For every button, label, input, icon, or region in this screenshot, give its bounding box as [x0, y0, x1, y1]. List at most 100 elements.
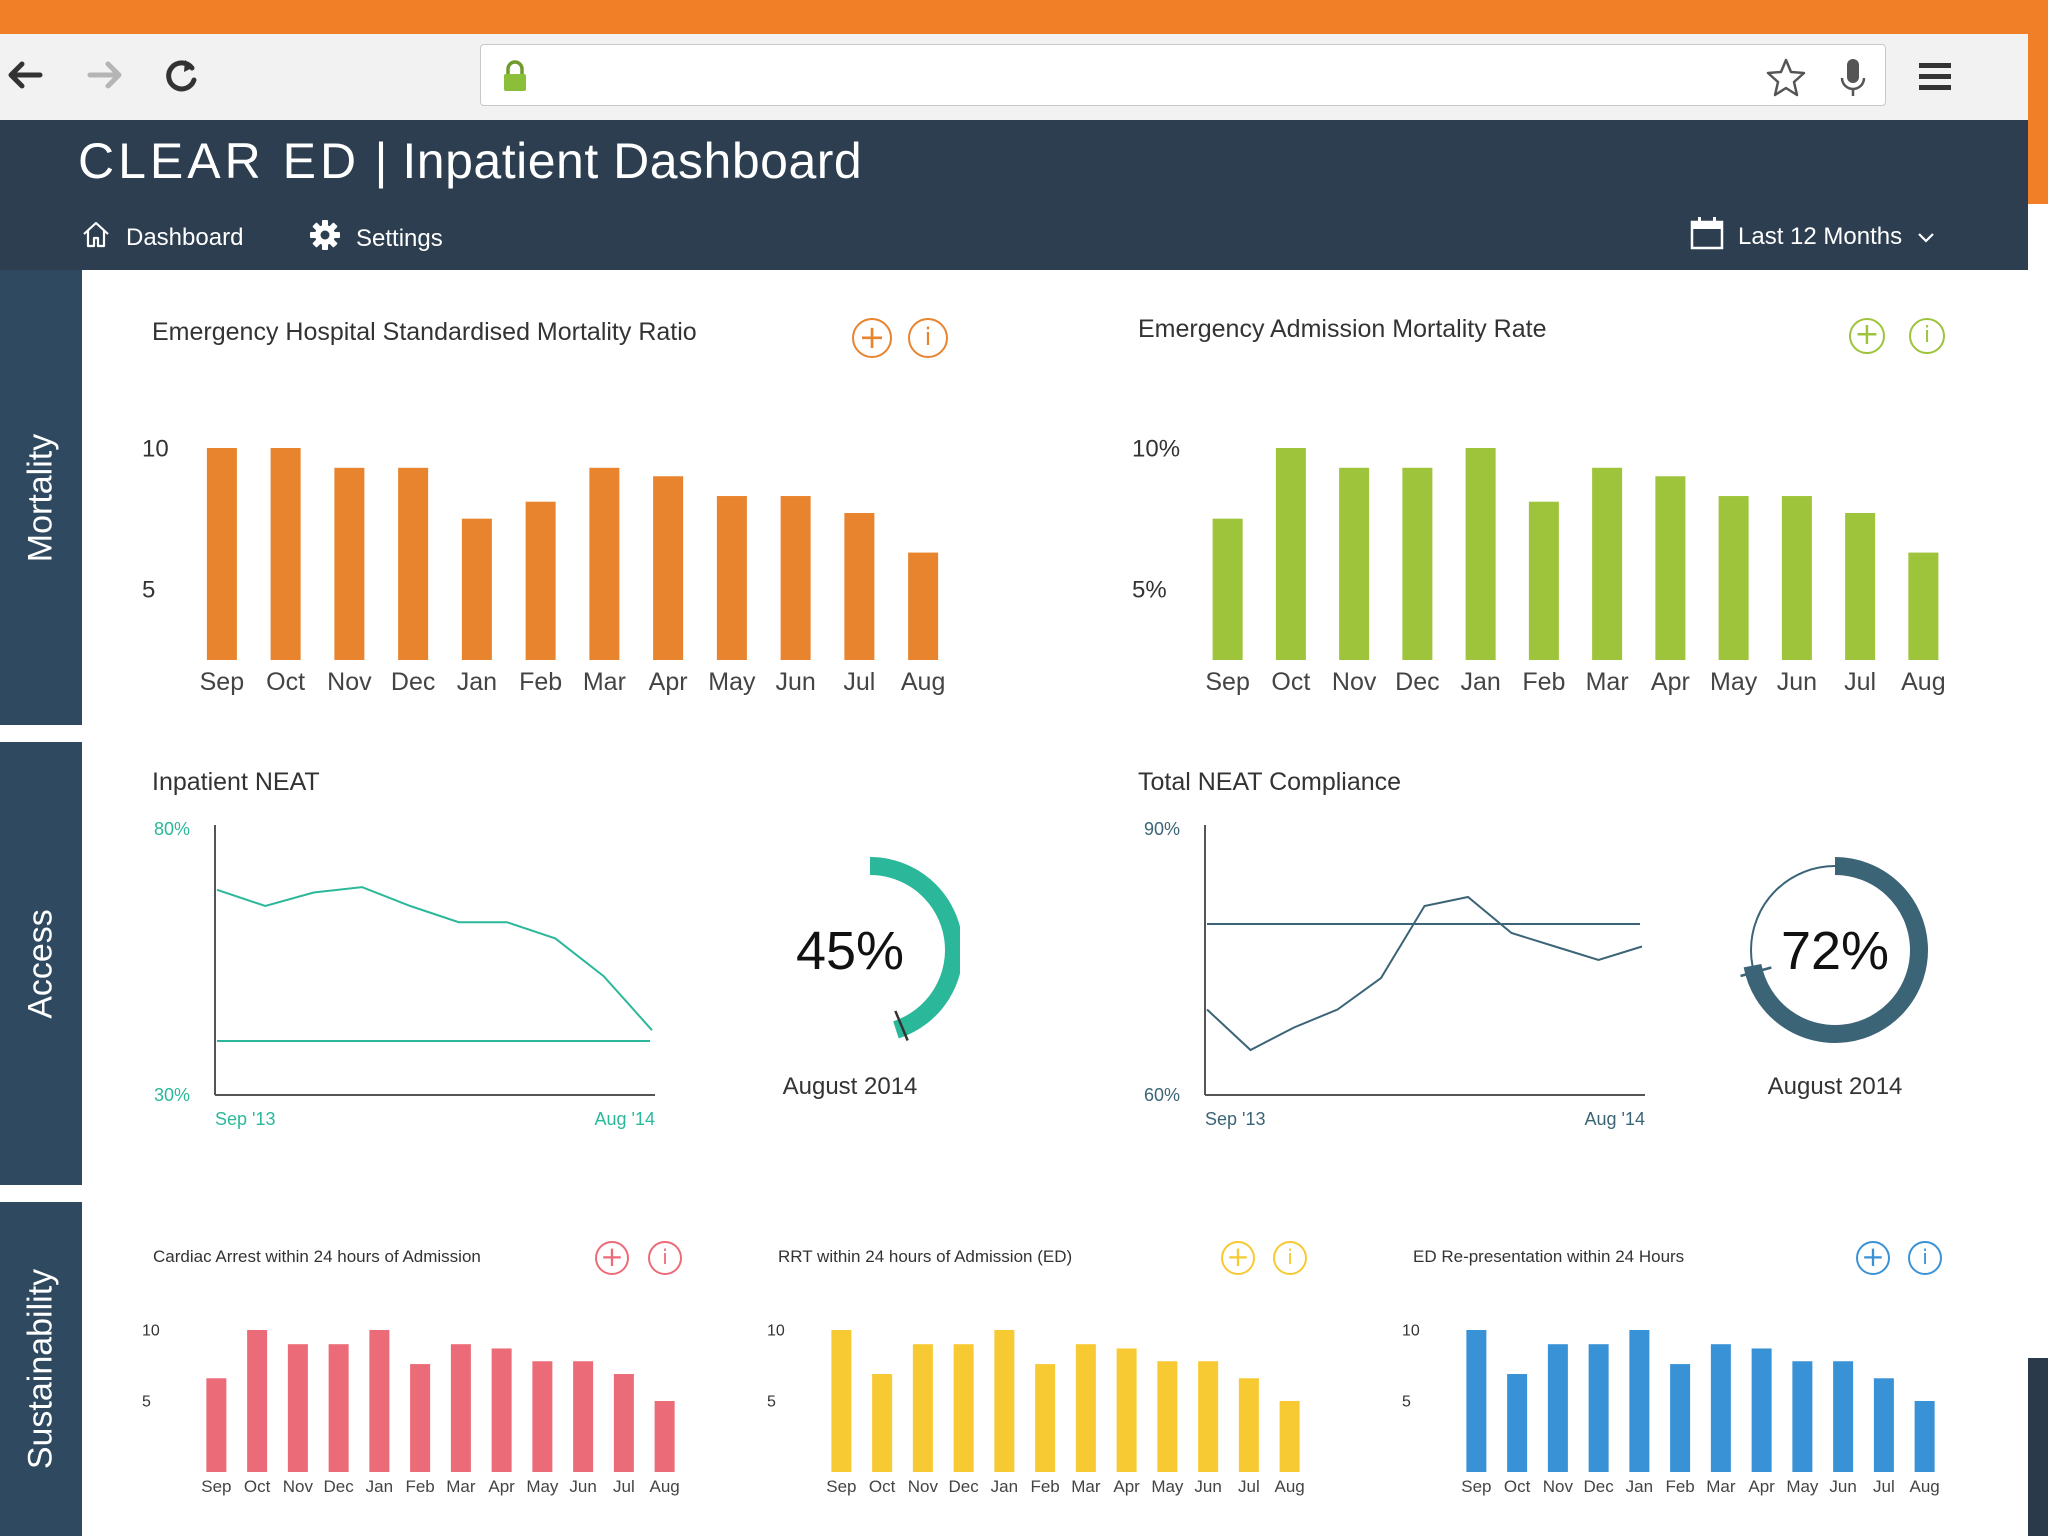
x-tick-label: Nov — [1332, 668, 1377, 696]
bar — [1339, 467, 1370, 660]
reload-icon[interactable] — [156, 50, 206, 100]
admission-mortality-info-button[interactable]: i — [1909, 318, 1945, 354]
x-tick-label: Apr — [1748, 1477, 1775, 1496]
x-tick-label: Sep — [1205, 668, 1249, 696]
microphone-icon[interactable] — [1838, 56, 1868, 105]
bar — [654, 1401, 675, 1472]
rrt-add-button[interactable]: + — [1221, 1241, 1255, 1275]
bar — [1116, 1348, 1137, 1472]
hsmr-title: Emergency Hospital Standardised Mortalit… — [152, 318, 697, 346]
bar — [1465, 448, 1496, 660]
info-icon: i — [662, 1245, 668, 1269]
date-range-dropdown[interactable]: Last 12 Months — [1690, 216, 1936, 257]
bar — [328, 1344, 349, 1472]
nav-settings[interactable]: Settings — [308, 218, 443, 259]
right-accent-bar — [2028, 34, 2048, 204]
info-icon: i — [1287, 1245, 1293, 1269]
x-tick-label: Jun — [569, 1477, 596, 1496]
bar — [1655, 476, 1686, 660]
x-tick-label: Feb — [519, 668, 562, 696]
x-tick-label: Feb — [1030, 1477, 1059, 1496]
ed-representation-title: ED Re-presentation within 24 Hours — [1413, 1247, 1685, 1266]
hamburger-menu-icon[interactable] — [1917, 60, 1955, 99]
x-tick-label: Oct — [1504, 1477, 1531, 1496]
gauge-marker — [1740, 966, 1772, 978]
x-tick-label: Jun — [775, 668, 815, 696]
dashboard-title: Inpatient Dashboard — [402, 133, 863, 189]
bar — [1198, 1361, 1219, 1472]
bar — [287, 1344, 308, 1472]
y-tick-label: 5 — [142, 577, 155, 604]
bar — [369, 1330, 390, 1472]
x-tick-label: Mar — [583, 668, 626, 696]
x-tick-label: Jun — [1829, 1477, 1856, 1496]
bar — [1792, 1361, 1813, 1472]
gear-icon — [308, 218, 342, 259]
bar — [1238, 1378, 1259, 1472]
ed-representation-add-button[interactable]: + — [1856, 1241, 1890, 1275]
x-tick-label: Nov — [1543, 1477, 1574, 1496]
x-tick-label: Nov — [908, 1477, 939, 1496]
x-tick-label: Jun — [1194, 1477, 1221, 1496]
bar — [908, 552, 939, 660]
bar — [270, 448, 301, 660]
x-tick-label: Aug — [901, 668, 945, 696]
sidebar-tab-mortality[interactable]: Mortality — [0, 270, 82, 725]
x-tick-label: Oct — [869, 1477, 896, 1496]
bar — [491, 1348, 512, 1472]
x-tick-label: Oct — [266, 668, 305, 696]
address-bar[interactable] — [480, 44, 1886, 106]
bar — [1528, 501, 1559, 660]
hsmr-info-button[interactable]: i — [908, 318, 948, 358]
bar — [206, 448, 237, 660]
sidebar-tab-sustainability[interactable]: Sustainability — [0, 1202, 82, 1536]
rrt-info-button[interactable]: i — [1273, 1241, 1307, 1275]
bar — [1466, 1330, 1487, 1472]
bar — [1845, 513, 1876, 660]
x-tick-label: Sep — [826, 1477, 856, 1496]
cardiac-arrest-add-button[interactable]: + — [595, 1241, 629, 1275]
x-tick-label: Aug — [1910, 1477, 1940, 1496]
x-tick-label: Dec — [1395, 668, 1439, 696]
y-tick-label: 10% — [1132, 435, 1180, 462]
ed-representation-info-button[interactable]: i — [1908, 1241, 1942, 1275]
inpatient-neat-title: Inpatient NEAT — [152, 768, 320, 796]
sidebar-tab-mortality-label: Mortality — [21, 433, 60, 562]
forward-arrow-icon[interactable] — [80, 50, 130, 100]
plus-icon: + — [1861, 1240, 1885, 1273]
bar — [994, 1330, 1015, 1472]
admission-mortality-add-button[interactable]: + — [1849, 318, 1885, 354]
sidebar-tab-access[interactable]: Access — [0, 742, 82, 1185]
nav-dashboard-label: Dashboard — [126, 223, 244, 251]
bar — [589, 467, 620, 660]
hsmr-add-button[interactable]: + — [852, 318, 892, 358]
top-accent-bar — [0, 0, 2048, 34]
x-tick-label: Dec — [324, 1477, 355, 1496]
x-tick-label: Jul — [613, 1477, 635, 1496]
y-tick-label: 10 — [1402, 1323, 1420, 1340]
back-arrow-icon[interactable] — [0, 50, 50, 100]
plus-icon: + — [1226, 1240, 1250, 1273]
nav-dashboard[interactable]: Dashboard — [80, 218, 243, 257]
y-tick-label: 5 — [767, 1394, 776, 1411]
bar — [1157, 1361, 1178, 1472]
x-tick-label: Jan — [457, 668, 497, 696]
bar — [1279, 1401, 1300, 1472]
series-line — [216, 886, 653, 1031]
x-tick-label: May — [1710, 668, 1758, 696]
y-tick-label: 5 — [142, 1394, 151, 1411]
star-icon[interactable] — [1764, 55, 1808, 104]
chevron-down-icon — [1916, 223, 1936, 251]
rrt-title: RRT within 24 hours of Admission (ED) — [778, 1247, 1073, 1266]
title-separator: | — [374, 133, 388, 189]
plus-icon: + — [600, 1240, 624, 1273]
x-tick-label: Apr — [1113, 1477, 1140, 1496]
x-tick-label: Dec — [391, 668, 435, 696]
x-tick-label: Feb — [1522, 668, 1565, 696]
cardiac-arrest-info-button[interactable]: i — [648, 1241, 682, 1275]
info-icon: i — [1923, 323, 1931, 348]
bar — [716, 496, 747, 660]
bar — [206, 1378, 227, 1472]
calendar-icon — [1690, 216, 1724, 257]
bar — [1507, 1374, 1528, 1472]
